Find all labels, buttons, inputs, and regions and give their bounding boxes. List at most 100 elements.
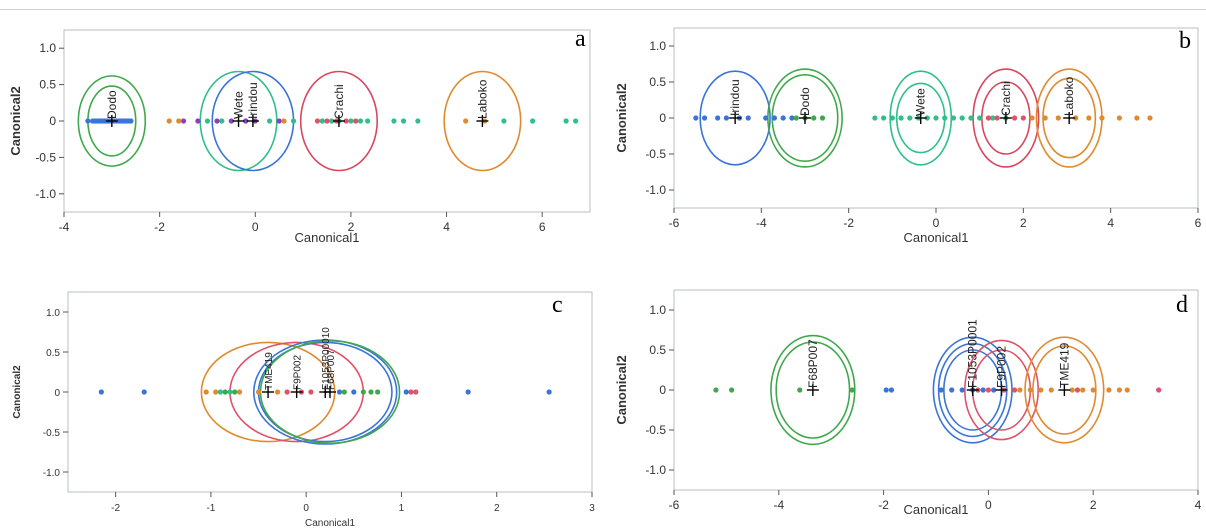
panel-a-point-crachi <box>324 118 330 124</box>
panel-c-point-f9p002 <box>308 389 314 395</box>
panel-b-point-laboko <box>1099 115 1105 121</box>
panel-b-x-tick-label: -6 <box>669 216 680 230</box>
panel-a-point-crachi <box>343 118 349 124</box>
panel-a-point-wete <box>563 118 569 124</box>
panel-a-point-wete <box>530 118 536 124</box>
panel-a-group-label-laboko: Laboko <box>475 79 489 119</box>
panel-a-point-irindou <box>180 118 187 124</box>
panel-c-point-f1053p00010 <box>98 389 104 395</box>
panel-c-point-f1053p00010 <box>465 389 471 395</box>
panel-b-point-irindou <box>715 115 721 121</box>
panel-d-x-tick-label: -6 <box>669 498 680 512</box>
panel-d-x-tick-label: 0 <box>985 498 992 512</box>
panel-b-point-laboko <box>1055 115 1061 121</box>
panel-d-y-axis-title: Canonical2 <box>614 355 629 424</box>
panel-a-point-irindou <box>276 118 282 124</box>
panel-b-point-wete <box>924 115 930 121</box>
panel-c-y-tick-label: 1.0 <box>46 308 60 319</box>
panel-a-ellipse-dodo <box>77 75 147 167</box>
panel-b-point-wete <box>889 115 895 121</box>
panel-a-point-wete <box>290 118 297 124</box>
panel-a-x-tick-label: 0 <box>252 220 259 234</box>
panel-c-point-f1053p00010 <box>336 389 343 395</box>
panel-c-point <box>217 389 224 395</box>
panel-b-point-irindou <box>693 115 699 121</box>
panel-c-letter: c <box>552 292 563 318</box>
panel-d-ellipse-f9p002 <box>964 339 1039 441</box>
panel-a-y-axis-title: Canonical2 <box>8 86 23 155</box>
panel-a-ellipse-crachi <box>299 70 379 172</box>
panel-d-point-tme419 <box>1116 387 1122 393</box>
panel-b-group-label-irindou: Irindou <box>728 79 742 116</box>
panel-d-point-f1053p0001 <box>883 387 889 393</box>
panel-c-x-tick-label: 2 <box>494 503 500 514</box>
panel-c-point-f1053p00010 <box>403 389 409 395</box>
panel-b-y-tick-label: -0.5 <box>645 147 666 161</box>
panel-a-letter: a <box>575 26 586 52</box>
panel-d-y-tick-label: -0.5 <box>645 423 666 437</box>
panel-a-point <box>365 118 371 124</box>
chart-panel-a: -4 -2 0 2 4 6 -1.0 -0.5 0 0.5 1.0 Canonical1 Canonic… <box>8 26 591 245</box>
panel-c-x-tick-label: -2 <box>111 503 120 514</box>
panel-c-group-label-f68p007: F68P007 <box>326 349 337 390</box>
panel-d-point-f1053p0001 <box>991 387 997 393</box>
panel-b-point-wete <box>950 115 957 121</box>
panel-d-point-f1053p0001 <box>888 387 895 393</box>
panel-b-group-label-dodo: Dodo <box>798 87 812 116</box>
panel-a-point-wete <box>391 118 397 124</box>
panel-d-point-tme419 <box>1106 387 1112 393</box>
panel-a-point-wete <box>219 118 225 124</box>
panel-b-point-wete <box>907 115 913 121</box>
panel-b-group-label-crachi: Crachi <box>999 81 1013 116</box>
chart-panel-d: -6 -4 -2 0 2 4 -1.0 -0.5 0 0.5 1.0 Canonical1 Canoni… <box>614 289 1202 517</box>
panel-b-group-label-laboko: Laboko <box>1062 76 1076 116</box>
panel-b-point-dodo <box>811 115 817 121</box>
panel-a-y-tick-label: -1.0 <box>35 187 56 201</box>
panel-d-point-f9p002 <box>1074 387 1081 393</box>
chart-panel-c: -2 -1 0 1 2 3 -1.0 -0.5 0 0.5 1.0 Canonical1 Canonic… <box>12 291 595 529</box>
panel-d-x-tick-label: 2 <box>1090 498 1097 512</box>
panel-b-point-laboko <box>1116 115 1122 121</box>
panel-a-y-tick-label: -0.5 <box>35 150 56 164</box>
panel-c-y-axis-title: Canonical2 <box>12 365 23 419</box>
top-divider <box>0 9 1206 10</box>
panel-a-y-tick-label: 0 <box>49 114 56 128</box>
panel-c-point-tme419 <box>236 389 243 395</box>
panel-b-x-tick-label: 4 <box>1107 216 1114 230</box>
panel-c-y-tick-label: -0.5 <box>43 428 61 439</box>
panel-d-x-tick-label: 4 <box>1195 498 1202 512</box>
panel-b-point-dodo <box>819 115 826 121</box>
panel-c-ellipse-f1053p00010 <box>252 339 398 445</box>
panel-b-point-wete <box>977 115 983 121</box>
panel-a-point-laboko <box>166 118 172 124</box>
panel-d-point-f1053p0001 <box>980 387 986 393</box>
panel-b-x-tick-label: -4 <box>756 216 767 230</box>
panel-d-point-f68p007 <box>729 387 735 393</box>
panel-c-x-tick-label: 1 <box>399 503 405 514</box>
panel-d-point-tme419 <box>1048 387 1054 393</box>
panel-d-point-tme419 <box>1069 387 1075 393</box>
panel-c-point-f9p002 <box>413 389 419 395</box>
panel-d-letter: d <box>1176 292 1188 318</box>
panel-d-ellipse-f68p007 <box>770 334 856 446</box>
panel-a-point-wete <box>415 118 421 124</box>
panel-b-point-wete <box>959 115 965 121</box>
panel-a-x-tick-label: 4 <box>443 220 450 234</box>
panel-d-point-f68p007 <box>713 387 719 393</box>
panel-a-point <box>329 118 335 124</box>
panel-c-point-f9p002 <box>408 389 414 395</box>
panel-b-point-wete <box>872 115 878 121</box>
panel-a-point-wete <box>267 118 273 124</box>
panel-c-x-tick-label: 3 <box>589 503 595 514</box>
panel-c-y-tick-label: -1.0 <box>43 468 61 479</box>
panel-c-point-f1053p00010 <box>546 389 552 395</box>
panel-a-point-wete <box>204 118 211 124</box>
panel-c-point-tme419 <box>203 389 209 395</box>
panel-d-point-tme419 <box>1017 387 1023 393</box>
panel-d-y-tick-label: 0 <box>659 383 666 397</box>
panel-b-point-irindou <box>701 115 708 121</box>
panel-d-ellipse-f1053p0001 <box>932 336 1013 444</box>
panel-b-point-wete <box>968 115 974 121</box>
panel-c-x-tick-label: -1 <box>206 503 215 514</box>
panel-c-x-axis-title: Canonical1 <box>305 518 355 529</box>
